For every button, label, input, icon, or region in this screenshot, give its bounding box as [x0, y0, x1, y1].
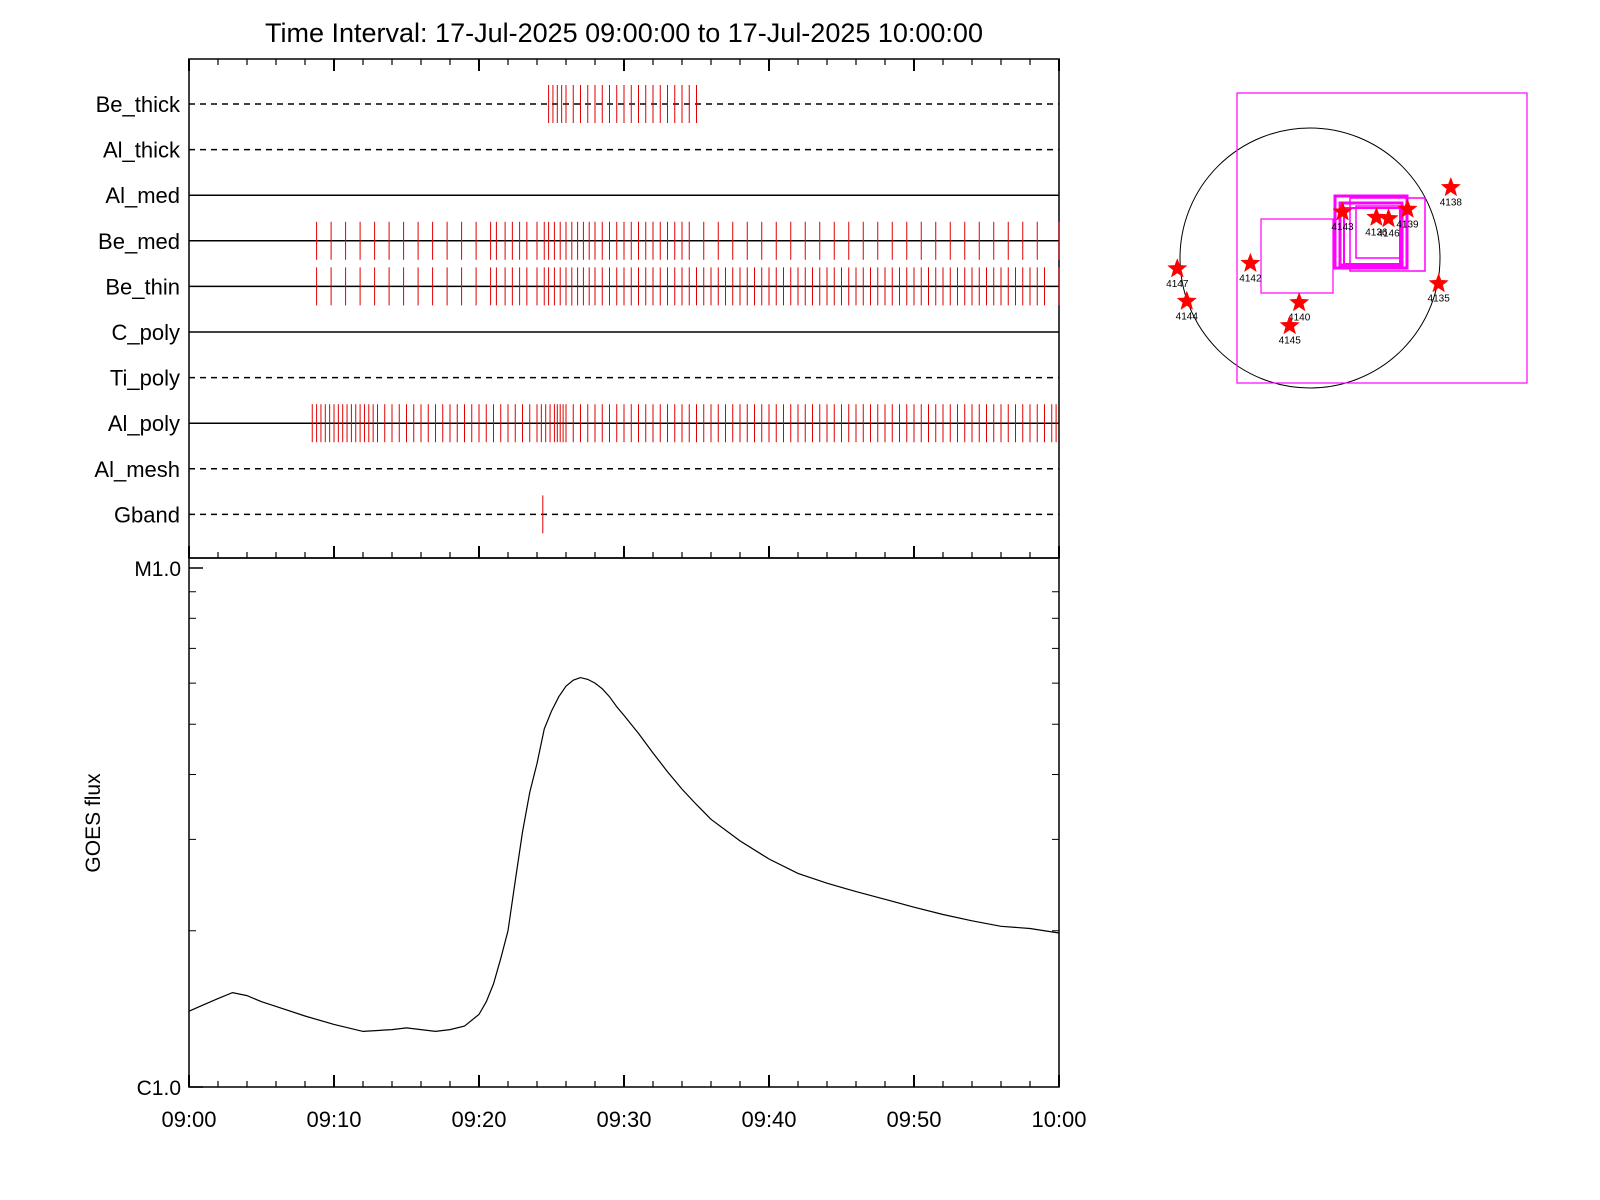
active-region-label: 4136: [1365, 227, 1388, 238]
active-region-star-icon: [1366, 206, 1387, 227]
goes-flux-series-line: [188, 676, 1060, 1033]
active-region-label: 4139: [1396, 219, 1419, 230]
fov-box-cluster-4: [1349, 197, 1426, 272]
goes-plot-frame: [188, 557, 1060, 1088]
active-region-star-icon: [1428, 272, 1449, 293]
active-region-label: 4143: [1331, 222, 1354, 233]
active-region-label: 4145: [1279, 336, 1302, 347]
active-region-star-icon: [1289, 291, 1310, 312]
goes-x-tick-label: 09:30: [596, 1107, 651, 1132]
active-region-label: 4147: [1166, 279, 1189, 290]
active-region-star-icon: [1167, 258, 1188, 278]
goes-x-axis: 09:00 09:10 09:20 09:30 09:40 09:50 10:00: [161, 1075, 1087, 1132]
active-region-label: 4135: [1428, 294, 1451, 305]
goes-y-tick-label: C1.0: [137, 1077, 181, 1100]
active-region-star-icon: [1397, 198, 1418, 218]
active-region-star-icon: [1332, 201, 1353, 221]
chart-title: Time Interval: 17-Jul-2025 09:00:00 to 1…: [265, 18, 983, 48]
active-region-star-icon: [1440, 176, 1461, 197]
timeline-rows: Be_thick Al_thick Al_med Be_med Be_thin C_pol…: [94, 85, 1060, 534]
goes-y-tick-label: M1.0: [134, 558, 181, 581]
active-region-star-icon: [1240, 252, 1261, 273]
active-region-star-icon: [1378, 207, 1399, 228]
timeline-row-label: Al_thick: [103, 138, 181, 163]
timeline-row-label: Ti_poly: [110, 366, 180, 391]
active-region-label: 4138: [1440, 198, 1463, 209]
active-region-label: 4142: [1239, 273, 1262, 284]
sun-limb: [1179, 127, 1441, 389]
active-region-star-icon: [1176, 290, 1197, 310]
goes-x-tick-label: 09:00: [161, 1107, 216, 1132]
fov-box-cluster-5: [1355, 205, 1401, 259]
fov-box-medium: [1260, 218, 1334, 294]
goes-x-tick-label: 10:00: [1031, 1107, 1086, 1132]
timeline-row-label: Gband: [114, 502, 180, 527]
goes-x-tick-label: 09:40: [741, 1107, 796, 1132]
fov-box-large: [1236, 92, 1528, 384]
goes-y-axis: M1.0 C1.0: [134, 558, 1059, 1100]
timeline-row-label: Al_mesh: [94, 457, 180, 482]
active-region-label: 4144: [1176, 311, 1199, 322]
timeline-row-label: Be_med: [98, 229, 180, 254]
goes-x-tick-label: 09:20: [451, 1107, 506, 1132]
goes-panel: M1.0 C1.0 09:00 09:10 09:20 09:30 09:40 09:50 1…: [82, 557, 1087, 1132]
timeline-frame: [188, 58, 1060, 559]
timeline-panel: Be_thick Al_thick Al_med Be_med Be_thin C_pol…: [94, 58, 1060, 559]
timeline-axis-ticks: [188, 59, 1060, 558]
active-region-label: 4140: [1288, 313, 1311, 324]
goes-x-tick-label: 09:10: [306, 1107, 361, 1132]
fov-box-cluster-1: [1333, 194, 1409, 270]
goes-x-tick-label: 09:50: [886, 1107, 941, 1132]
timeline-row-label: Al_poly: [108, 411, 180, 436]
goes-y-axis-label: GOES flux: [82, 773, 105, 873]
active-region-label: 4146: [1377, 229, 1400, 240]
timeline-row-label: Be_thick: [96, 92, 181, 117]
active-region-star-icon: [1279, 314, 1300, 335]
timeline-row-label: Be_thin: [105, 274, 180, 299]
timeline-row-label: Al_med: [105, 183, 180, 208]
region-boxes: [1236, 92, 1528, 384]
timeline-row-label: C_poly: [112, 320, 180, 345]
